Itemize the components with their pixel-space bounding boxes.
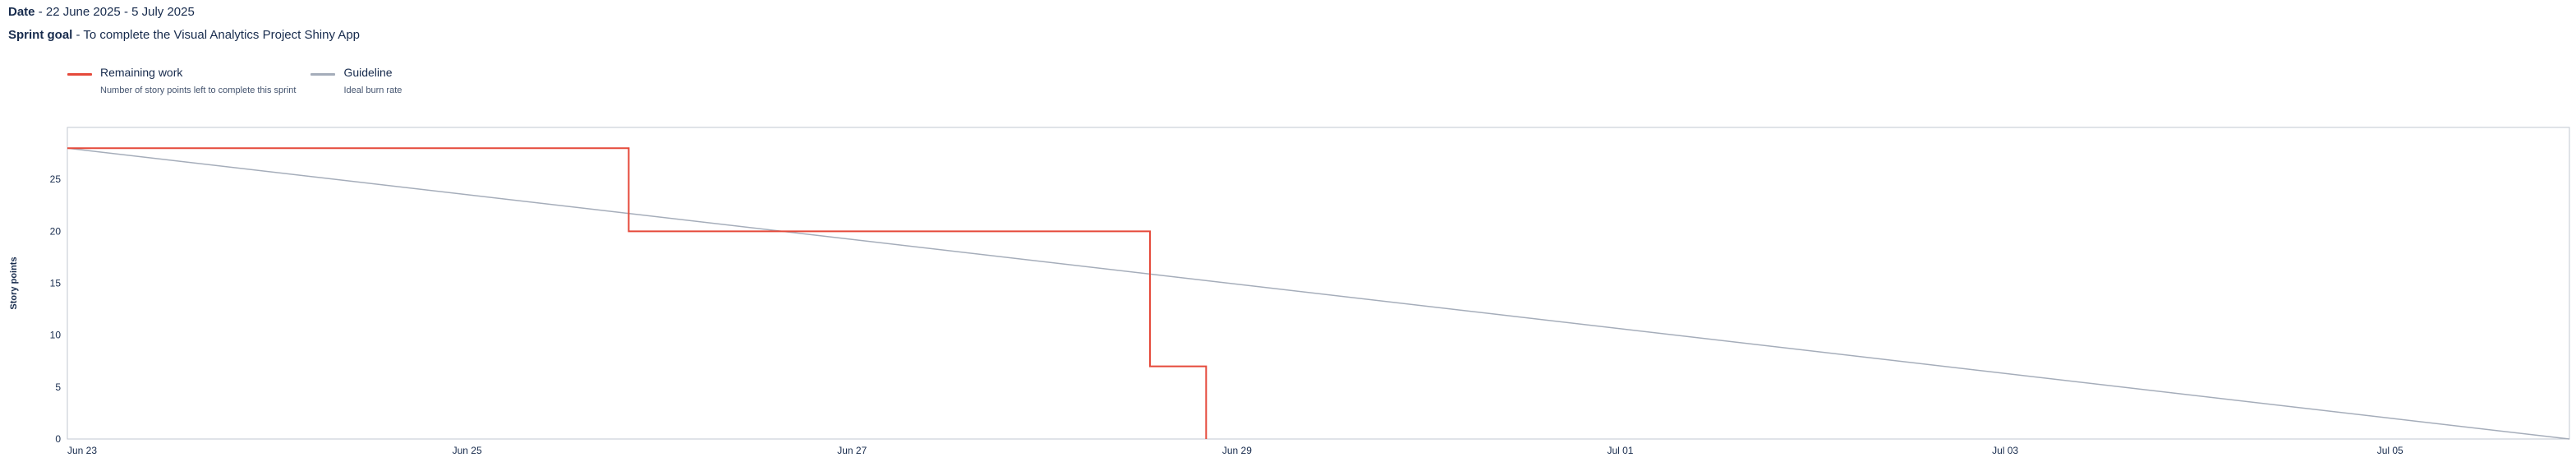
remaining-work-line [67, 147, 1208, 439]
legend-remaining-work-description: Number of story points left to complete … [100, 85, 297, 95]
legend-guideline-description: Ideal burn rate [343, 85, 402, 95]
y-tick-label: 15 [50, 278, 62, 289]
series-layer [67, 147, 2570, 440]
remaining-work-swatch [67, 73, 92, 76]
y-tick-label: 0 [55, 433, 61, 445]
date-separator: - [38, 5, 46, 19]
y-tick-label: 25 [50, 173, 62, 185]
x-tick-label: Jul 05 [2377, 445, 2404, 456]
x-axis: Jun 23 Jun 25 Jun 27 Jun 29 Jul 01 Jul 03 Jul … [67, 445, 2404, 456]
legend-item-remaining-work[interactable]: Remaining work Number of story points le… [67, 66, 296, 95]
plot-frame [67, 127, 2570, 440]
sprint-goal-label: Sprint goal [8, 28, 73, 42]
guideline-swatch [310, 73, 336, 76]
legend-item-guideline[interactable]: Guideline Ideal burn rate [310, 66, 402, 95]
sprint-goal-value: To complete the Visual Analytics Project… [83, 28, 360, 42]
y-axis: 0 5 10 15 20 25 [50, 173, 62, 445]
x-tick-label: Jun 25 [453, 445, 482, 456]
legend-guideline-name: Guideline [343, 66, 393, 79]
sprint-goal-separator: - [76, 28, 84, 42]
y-tick-label: 10 [50, 330, 62, 341]
y-tick-label: 5 [55, 381, 61, 393]
chart-legend: Remaining work Number of story points le… [67, 66, 402, 95]
x-tick-label: Jul 01 [1607, 445, 1633, 456]
date-value: 22 June 2025 - 5 July 2025 [45, 5, 195, 19]
date-line: Date - 22 June 2025 - 5 July 2025 [8, 5, 195, 19]
y-tick-label: 20 [50, 225, 62, 237]
y-axis-label: Story points [9, 256, 19, 309]
sprint-goal-line: Sprint goal - To complete the Visual Ana… [8, 28, 360, 42]
date-label: Date [8, 5, 35, 19]
x-tick-label: Jun 29 [1222, 445, 1252, 456]
x-tick-label: Jun 23 [67, 445, 97, 456]
guideline-line [67, 147, 2570, 440]
legend-remaining-work-name: Remaining work [100, 66, 183, 79]
x-tick-label: Jun 27 [837, 445, 867, 456]
x-tick-label: Jul 03 [1992, 445, 2018, 456]
